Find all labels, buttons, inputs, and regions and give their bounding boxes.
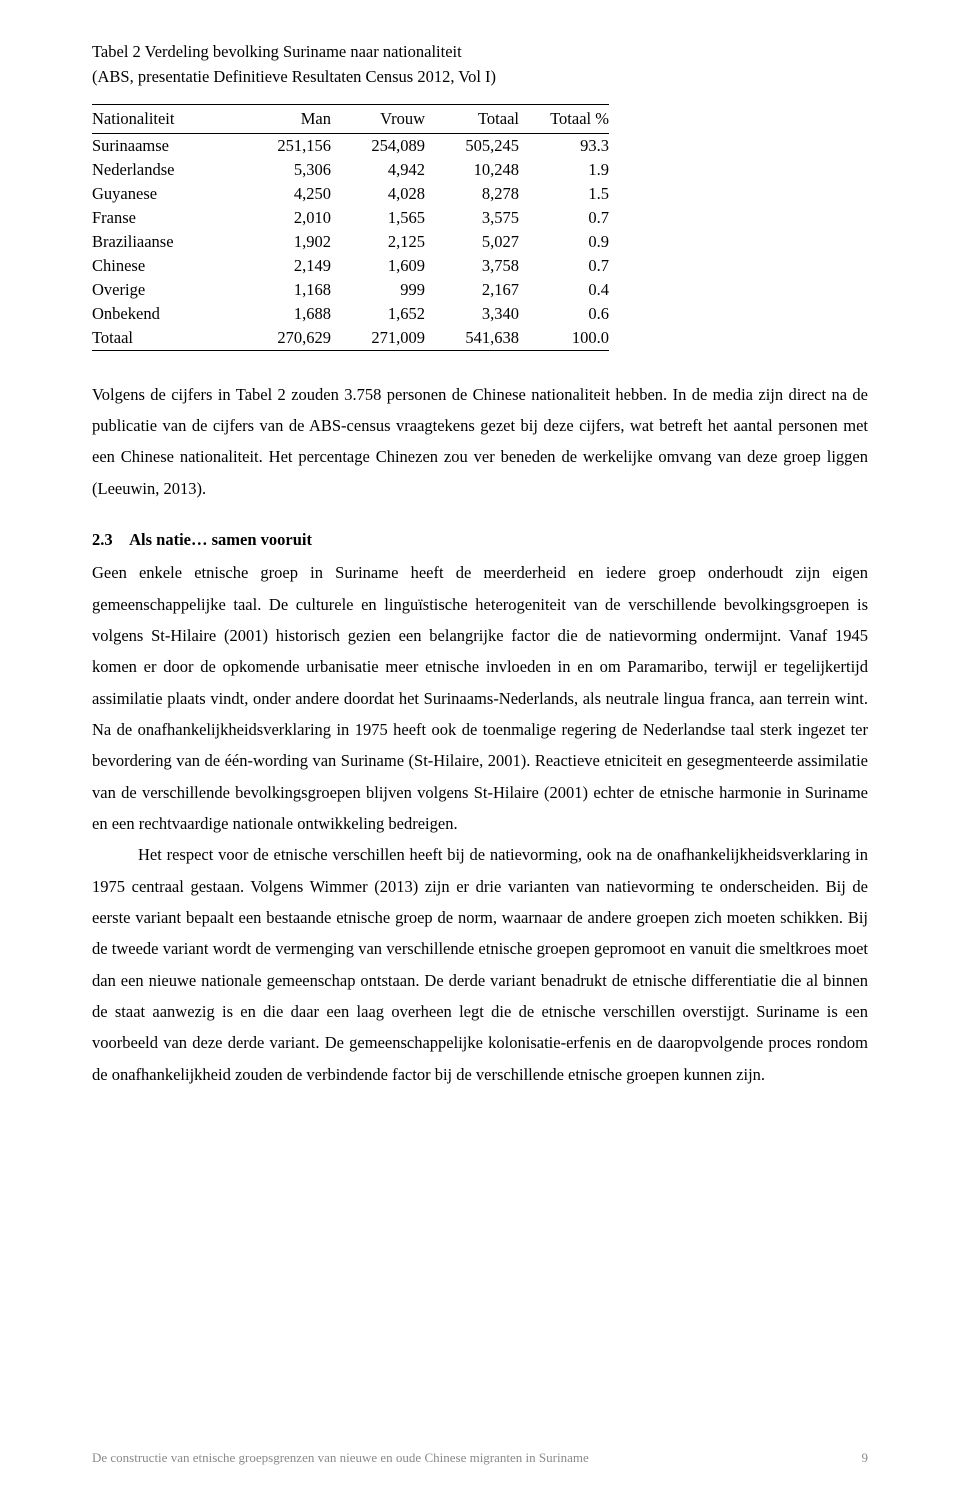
table-cell: 0.6 [519,302,609,326]
table-cell: 93.3 [519,133,609,158]
col-header-nat: Nationaliteit [92,104,237,133]
table-cell: 0.7 [519,206,609,230]
table-cell: Braziliaanse [92,230,237,254]
table-cell: 1.5 [519,182,609,206]
table-cell: 505,245 [425,133,519,158]
table-cell: 2,010 [237,206,331,230]
table-cell: 0.9 [519,230,609,254]
table-cell: Chinese [92,254,237,278]
table-header-row: Nationaliteit Man Vrouw Totaal Totaal % [92,104,609,133]
table-cell: Nederlandse [92,158,237,182]
table-row: Overige1,1689992,1670.4 [92,278,609,302]
table-row: Chinese2,1491,6093,7580.7 [92,254,609,278]
table-cell: 0.4 [519,278,609,302]
table-row: Braziliaanse1,9022,1255,0270.9 [92,230,609,254]
table-title-line2: (ABS, presentatie Definitieve Resultaten… [92,67,496,86]
paragraph-3: Het respect voor de etnische verschillen… [92,839,868,1090]
table-row: Totaal270,629271,009541,638100.0 [92,326,609,351]
table-cell: 3,340 [425,302,519,326]
table-cell: 100.0 [519,326,609,351]
table-cell: 4,250 [237,182,331,206]
table-title-line1: Tabel 2 Verdeling bevolking Suriname naa… [92,42,462,61]
paragraph-2: Geen enkele etnische groep in Suriname h… [92,557,868,839]
table-cell: Surinaamse [92,133,237,158]
table-cell: 2,149 [237,254,331,278]
table-cell: Franse [92,206,237,230]
table-cell: 3,758 [425,254,519,278]
table-row: Surinaamse251,156254,089505,24593.3 [92,133,609,158]
page-footer: De constructie van etnische groepsgrenze… [92,1450,868,1466]
section-heading: 2.3 Als natie… samen vooruit [92,524,868,555]
table-cell: 999 [331,278,425,302]
table-cell: Overige [92,278,237,302]
paragraph-1: Volgens de cijfers in Tabel 2 zouden 3.7… [92,379,868,504]
table-cell: 254,089 [331,133,425,158]
table-cell: 2,167 [425,278,519,302]
table-cell: Onbekend [92,302,237,326]
table-cell: 1,609 [331,254,425,278]
table-cell: Totaal [92,326,237,351]
table-cell: 251,156 [237,133,331,158]
table-cell: 10,248 [425,158,519,182]
table-cell: 271,009 [331,326,425,351]
footer-left: De constructie van etnische groepsgrenze… [92,1450,589,1466]
col-header-totaal: Totaal [425,104,519,133]
table-cell: 270,629 [237,326,331,351]
col-header-vrouw: Vrouw [331,104,425,133]
table-cell: 1,652 [331,302,425,326]
table-cell: 2,125 [331,230,425,254]
table-cell: 4,028 [331,182,425,206]
table-cell: 5,306 [237,158,331,182]
table-row: Onbekend1,6881,6523,3400.6 [92,302,609,326]
table-cell: 3,575 [425,206,519,230]
table-cell: 0.7 [519,254,609,278]
col-header-man: Man [237,104,331,133]
table-row: Nederlandse5,3064,94210,2481.9 [92,158,609,182]
table-cell: 5,027 [425,230,519,254]
table-cell: 1.9 [519,158,609,182]
table-cell: 1,902 [237,230,331,254]
table-cell: 4,942 [331,158,425,182]
table-caption: Tabel 2 Verdeling bevolking Suriname naa… [92,40,868,90]
table-cell: 541,638 [425,326,519,351]
table-row: Guyanese4,2504,0288,2781.5 [92,182,609,206]
table-row: Franse2,0101,5653,5750.7 [92,206,609,230]
col-header-pct: Totaal % [519,104,609,133]
table-cell: 1,688 [237,302,331,326]
nationality-table: Nationaliteit Man Vrouw Totaal Totaal % … [92,104,609,351]
table-cell: 8,278 [425,182,519,206]
table-cell: Guyanese [92,182,237,206]
table-cell: 1,168 [237,278,331,302]
table-cell: 1,565 [331,206,425,230]
footer-page-number: 9 [862,1450,869,1466]
